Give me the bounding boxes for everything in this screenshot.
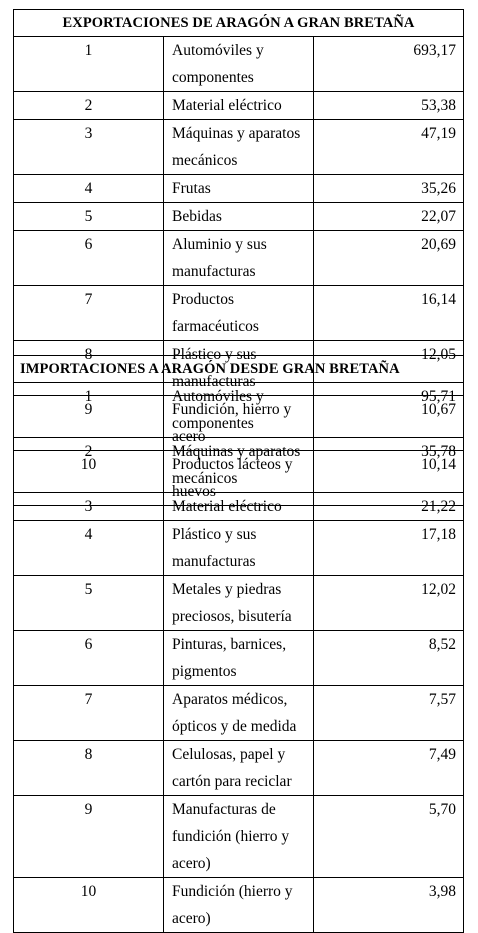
table-row: 6 Pinturas, barnices, pigmentos 8,52 — [13, 630, 464, 686]
exports-title: EXPORTACIONES DE ARAGÓN A GRAN BRETAÑA — [13, 9, 464, 37]
table-row: 10 Fundición (hierro y acero) 3,98 — [13, 877, 464, 933]
rank-cell: 3 — [13, 492, 164, 521]
imports-table: IMPORTACIONES A ARAGÓN DESDE GRAN BRETAÑ… — [13, 355, 464, 933]
table-row: 8 Celulosas, papel y cartón para reciclar… — [13, 740, 464, 796]
value-cell: 20,69 — [313, 230, 464, 286]
table-row: 3 Máquinas y aparatos mecánicos 47,19 — [13, 119, 464, 175]
table-row: 1 Automóviles y componentes 95,71 — [13, 382, 464, 438]
value-cell: 7,57 — [313, 685, 464, 741]
table-row: 9 Manufacturas de fundición (hierro y ace… — [13, 795, 464, 878]
rank-cell: 2 — [13, 91, 164, 120]
rank-cell: 3 — [13, 119, 164, 175]
rank-cell: 9 — [13, 795, 164, 878]
exports-title-row: EXPORTACIONES DE ARAGÓN A GRAN BRETAÑA — [13, 9, 464, 37]
product-cell: Aparatos médicos, ópticos y de medida — [163, 685, 314, 741]
rank-cell: 6 — [13, 230, 164, 286]
product-cell: Material eléctrico — [163, 492, 314, 521]
imports-title-row: IMPORTACIONES A ARAGÓN DESDE GRAN BRETAÑ… — [13, 355, 464, 383]
product-cell: Máquinas y aparatos mecánicos — [163, 437, 314, 493]
rank-cell: 4 — [13, 520, 164, 576]
rank-cell: 8 — [13, 740, 164, 796]
product-cell: Fundición (hierro y acero) — [163, 877, 314, 933]
rank-cell: 6 — [13, 630, 164, 686]
product-cell: Bebidas — [163, 202, 314, 231]
product-cell: Metales y piedras preciosos, bisutería — [163, 575, 314, 631]
value-cell: 21,22 — [313, 492, 464, 521]
value-cell: 5,70 — [313, 795, 464, 878]
table-row: 4 Plástico y sus manufacturas 17,18 — [13, 520, 464, 576]
value-cell: 7,49 — [313, 740, 464, 796]
table-row: 4 Frutas 35,26 — [13, 174, 464, 203]
table-row: 7 Aparatos médicos, ópticos y de medida 7,… — [13, 685, 464, 741]
value-cell: 3,98 — [313, 877, 464, 933]
value-cell: 95,71 — [313, 382, 464, 438]
value-cell: 8,52 — [313, 630, 464, 686]
table-row: 5 Metales y piedras preciosos, bisutería 1… — [13, 575, 464, 631]
rank-cell: 10 — [13, 877, 164, 933]
value-cell: 35,26 — [313, 174, 464, 203]
value-cell: 35,78 — [313, 437, 464, 493]
rank-cell: 5 — [13, 202, 164, 231]
table-row: 7 Productos farmacéuticos 16,14 — [13, 285, 464, 341]
rank-cell: 5 — [13, 575, 164, 631]
value-cell: 17,18 — [313, 520, 464, 576]
product-cell: Máquinas y aparatos mecánicos — [163, 119, 314, 175]
rank-cell: 1 — [13, 382, 164, 438]
table-row: 5 Bebidas 22,07 — [13, 202, 464, 231]
product-cell: Frutas — [163, 174, 314, 203]
value-cell: 16,14 — [313, 285, 464, 341]
product-cell: Celulosas, papel y cartón para reciclar — [163, 740, 314, 796]
table-row: 6 Aluminio y sus manufacturas 20,69 — [13, 230, 464, 286]
product-cell: Plástico y sus manufacturas — [163, 520, 314, 576]
rank-cell: 2 — [13, 437, 164, 493]
table-row: 3 Material eléctrico 21,22 — [13, 492, 464, 521]
rank-cell: 1 — [13, 36, 164, 92]
imports-title: IMPORTACIONES A ARAGÓN DESDE GRAN BRETAÑ… — [13, 355, 464, 383]
rank-cell: 7 — [13, 685, 164, 741]
rank-cell: 7 — [13, 285, 164, 341]
table-row: 2 Máquinas y aparatos mecánicos 35,78 — [13, 437, 464, 493]
product-cell: Automóviles y componentes — [163, 36, 314, 92]
value-cell: 12,02 — [313, 575, 464, 631]
product-cell: Productos farmacéuticos — [163, 285, 314, 341]
product-cell: Aluminio y sus manufacturas — [163, 230, 314, 286]
rank-cell: 4 — [13, 174, 164, 203]
value-cell: 22,07 — [313, 202, 464, 231]
table-row: 1 Automóviles y componentes 693,17 — [13, 36, 464, 92]
value-cell: 53,38 — [313, 91, 464, 120]
table-row: 2 Material eléctrico 53,38 — [13, 91, 464, 120]
product-cell: Manufacturas de fundición (hierro y acer… — [163, 795, 314, 878]
product-cell: Pinturas, barnices, pigmentos — [163, 630, 314, 686]
value-cell: 47,19 — [313, 119, 464, 175]
product-cell: Automóviles y componentes — [163, 382, 314, 438]
value-cell: 693,17 — [313, 36, 464, 92]
product-cell: Material eléctrico — [163, 91, 314, 120]
